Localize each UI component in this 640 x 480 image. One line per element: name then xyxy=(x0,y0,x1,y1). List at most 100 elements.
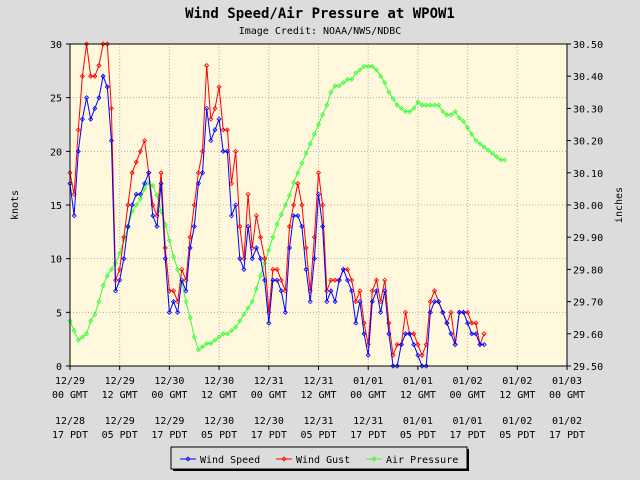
data-point-air-pressure xyxy=(241,311,247,318)
data-point-air-pressure xyxy=(104,273,110,279)
data-point-air-pressure xyxy=(303,150,309,157)
data-point-wind-speed xyxy=(199,170,206,176)
data-point-wind-gust xyxy=(75,127,81,133)
data-point-wind-gust xyxy=(183,277,189,283)
data-point-air-pressure xyxy=(212,337,218,343)
data-point-wind-speed xyxy=(378,309,384,315)
y-left-tick-label: 5 xyxy=(56,308,62,319)
data-point-air-pressure xyxy=(469,131,475,137)
data-point-wind-speed xyxy=(187,245,193,251)
data-point-wind-speed xyxy=(286,245,293,251)
data-point-air-pressure xyxy=(349,76,355,82)
legend-items: Wind Speed Wind Gust Air Pressure xyxy=(180,455,458,466)
data-point-air-pressure xyxy=(224,331,230,337)
data-point-air-pressure xyxy=(166,237,172,243)
legend-label: Wind Speed xyxy=(200,455,260,466)
x-tick-label-pdt-date: 12/29 xyxy=(105,416,135,427)
data-point-wind-gust xyxy=(402,309,409,315)
y-right-tick-label: 29.60 xyxy=(573,330,603,341)
y-right-tick-label: 30.10 xyxy=(573,169,603,180)
data-point-wind-speed xyxy=(233,202,239,208)
data-point-wind-gust xyxy=(212,105,218,111)
data-point-wind-speed xyxy=(67,180,73,187)
x-tick-label-pdt-date: 01/02 xyxy=(502,416,532,427)
data-point-wind-speed xyxy=(357,299,363,305)
series-line-wind-gust xyxy=(69,43,485,357)
data-point-wind-speed xyxy=(344,277,351,283)
grid-lines xyxy=(70,44,567,366)
data-point-wind-gust xyxy=(278,277,284,283)
data-point-wind-speed xyxy=(311,256,317,262)
data-point-air-pressure xyxy=(373,67,380,73)
data-point-wind-gust xyxy=(133,159,139,165)
x-tick-label-pdt-date: 12/28 xyxy=(55,416,85,427)
y-right-tick-label: 29.80 xyxy=(573,265,603,276)
x-tick-label-gmt-date: 01/03 xyxy=(552,376,582,387)
data-point-wind-gust xyxy=(481,331,487,337)
y-right-tick-label: 29.50 xyxy=(573,362,603,373)
data-point-wind-gust xyxy=(415,341,421,348)
data-point-air-pressure xyxy=(79,334,85,340)
data-point-wind-speed xyxy=(336,277,342,283)
data-point-air-pressure xyxy=(75,337,81,343)
data-point-wind-speed xyxy=(328,288,334,294)
data-point-wind-speed xyxy=(125,223,131,230)
data-point-air-pressure xyxy=(386,89,392,95)
x-tick-label-pdt-time: 05 PDT xyxy=(300,430,336,441)
data-point-wind-gust xyxy=(216,84,222,90)
legend-item-wind-speed: Wind Speed xyxy=(180,455,260,466)
data-point-air-pressure xyxy=(485,147,491,153)
data-point-wind-speed xyxy=(448,331,454,337)
data-point-wind-speed xyxy=(75,148,81,154)
data-point-wind-speed xyxy=(88,116,94,122)
data-point-air-pressure xyxy=(307,141,313,147)
x-tick-label-gmt-date: 12/30 xyxy=(204,376,234,387)
data-point-wind-speed xyxy=(266,320,272,326)
data-point-air-pressure xyxy=(369,63,375,70)
data-point-wind-gust xyxy=(137,148,143,154)
data-point-wind-speed xyxy=(84,95,90,101)
data-point-wind-speed xyxy=(112,288,119,294)
data-point-air-pressure xyxy=(245,305,251,311)
y-left-tick-label: 10 xyxy=(50,255,62,266)
legend-item-air-pressure: Air Pressure xyxy=(366,455,458,466)
data-point-wind-speed xyxy=(195,180,201,187)
data-point-air-pressure xyxy=(237,318,243,324)
x-tick-label-gmt-time: 00 GMT xyxy=(549,390,585,401)
data-point-wind-gust xyxy=(282,288,288,294)
y-right-tick-label: 29.90 xyxy=(573,233,603,244)
data-point-wind-gust xyxy=(253,213,259,219)
data-point-wind-speed xyxy=(444,320,450,326)
data-point-wind-gust xyxy=(373,277,380,283)
data-point-wind-gust xyxy=(233,148,239,154)
data-point-wind-speed xyxy=(216,116,222,122)
x-tick-label-gmt-date: 01/02 xyxy=(502,376,532,387)
data-point-air-pressure xyxy=(398,105,404,111)
data-point-air-pressure xyxy=(183,299,189,305)
data-point-wind-speed xyxy=(228,213,235,219)
data-point-wind-gust xyxy=(431,288,438,294)
x-tick-label-gmt-date: 12/31 xyxy=(303,376,333,387)
data-point-air-pressure xyxy=(170,253,177,260)
data-point-wind-gust xyxy=(349,277,355,283)
legend-marker xyxy=(281,456,287,462)
data-point-air-pressure xyxy=(394,102,400,108)
data-point-wind-gust xyxy=(121,234,127,240)
data-point-wind-gust xyxy=(92,73,98,79)
data-point-wind-gust xyxy=(303,245,309,251)
data-point-wind-speed xyxy=(212,127,218,133)
data-point-wind-speed xyxy=(117,277,123,283)
data-point-wind-gust xyxy=(315,170,322,176)
data-point-air-pressure xyxy=(133,202,139,208)
data-point-wind-gust xyxy=(286,223,293,230)
data-point-air-pressure xyxy=(436,102,442,108)
legend-marker xyxy=(185,456,191,462)
data-point-wind-speed xyxy=(282,309,288,315)
x-tick-label-pdt-time: 05 PDT xyxy=(499,430,535,441)
x-tick-label-pdt-date: 01/02 xyxy=(552,416,582,427)
data-point-wind-speed xyxy=(295,213,301,219)
y-left-tick-label: 30 xyxy=(50,40,62,51)
data-point-air-pressure xyxy=(456,115,462,121)
data-point-wind-speed xyxy=(170,299,177,305)
x-tick-label-pdt-date: 12/31 xyxy=(303,416,333,427)
